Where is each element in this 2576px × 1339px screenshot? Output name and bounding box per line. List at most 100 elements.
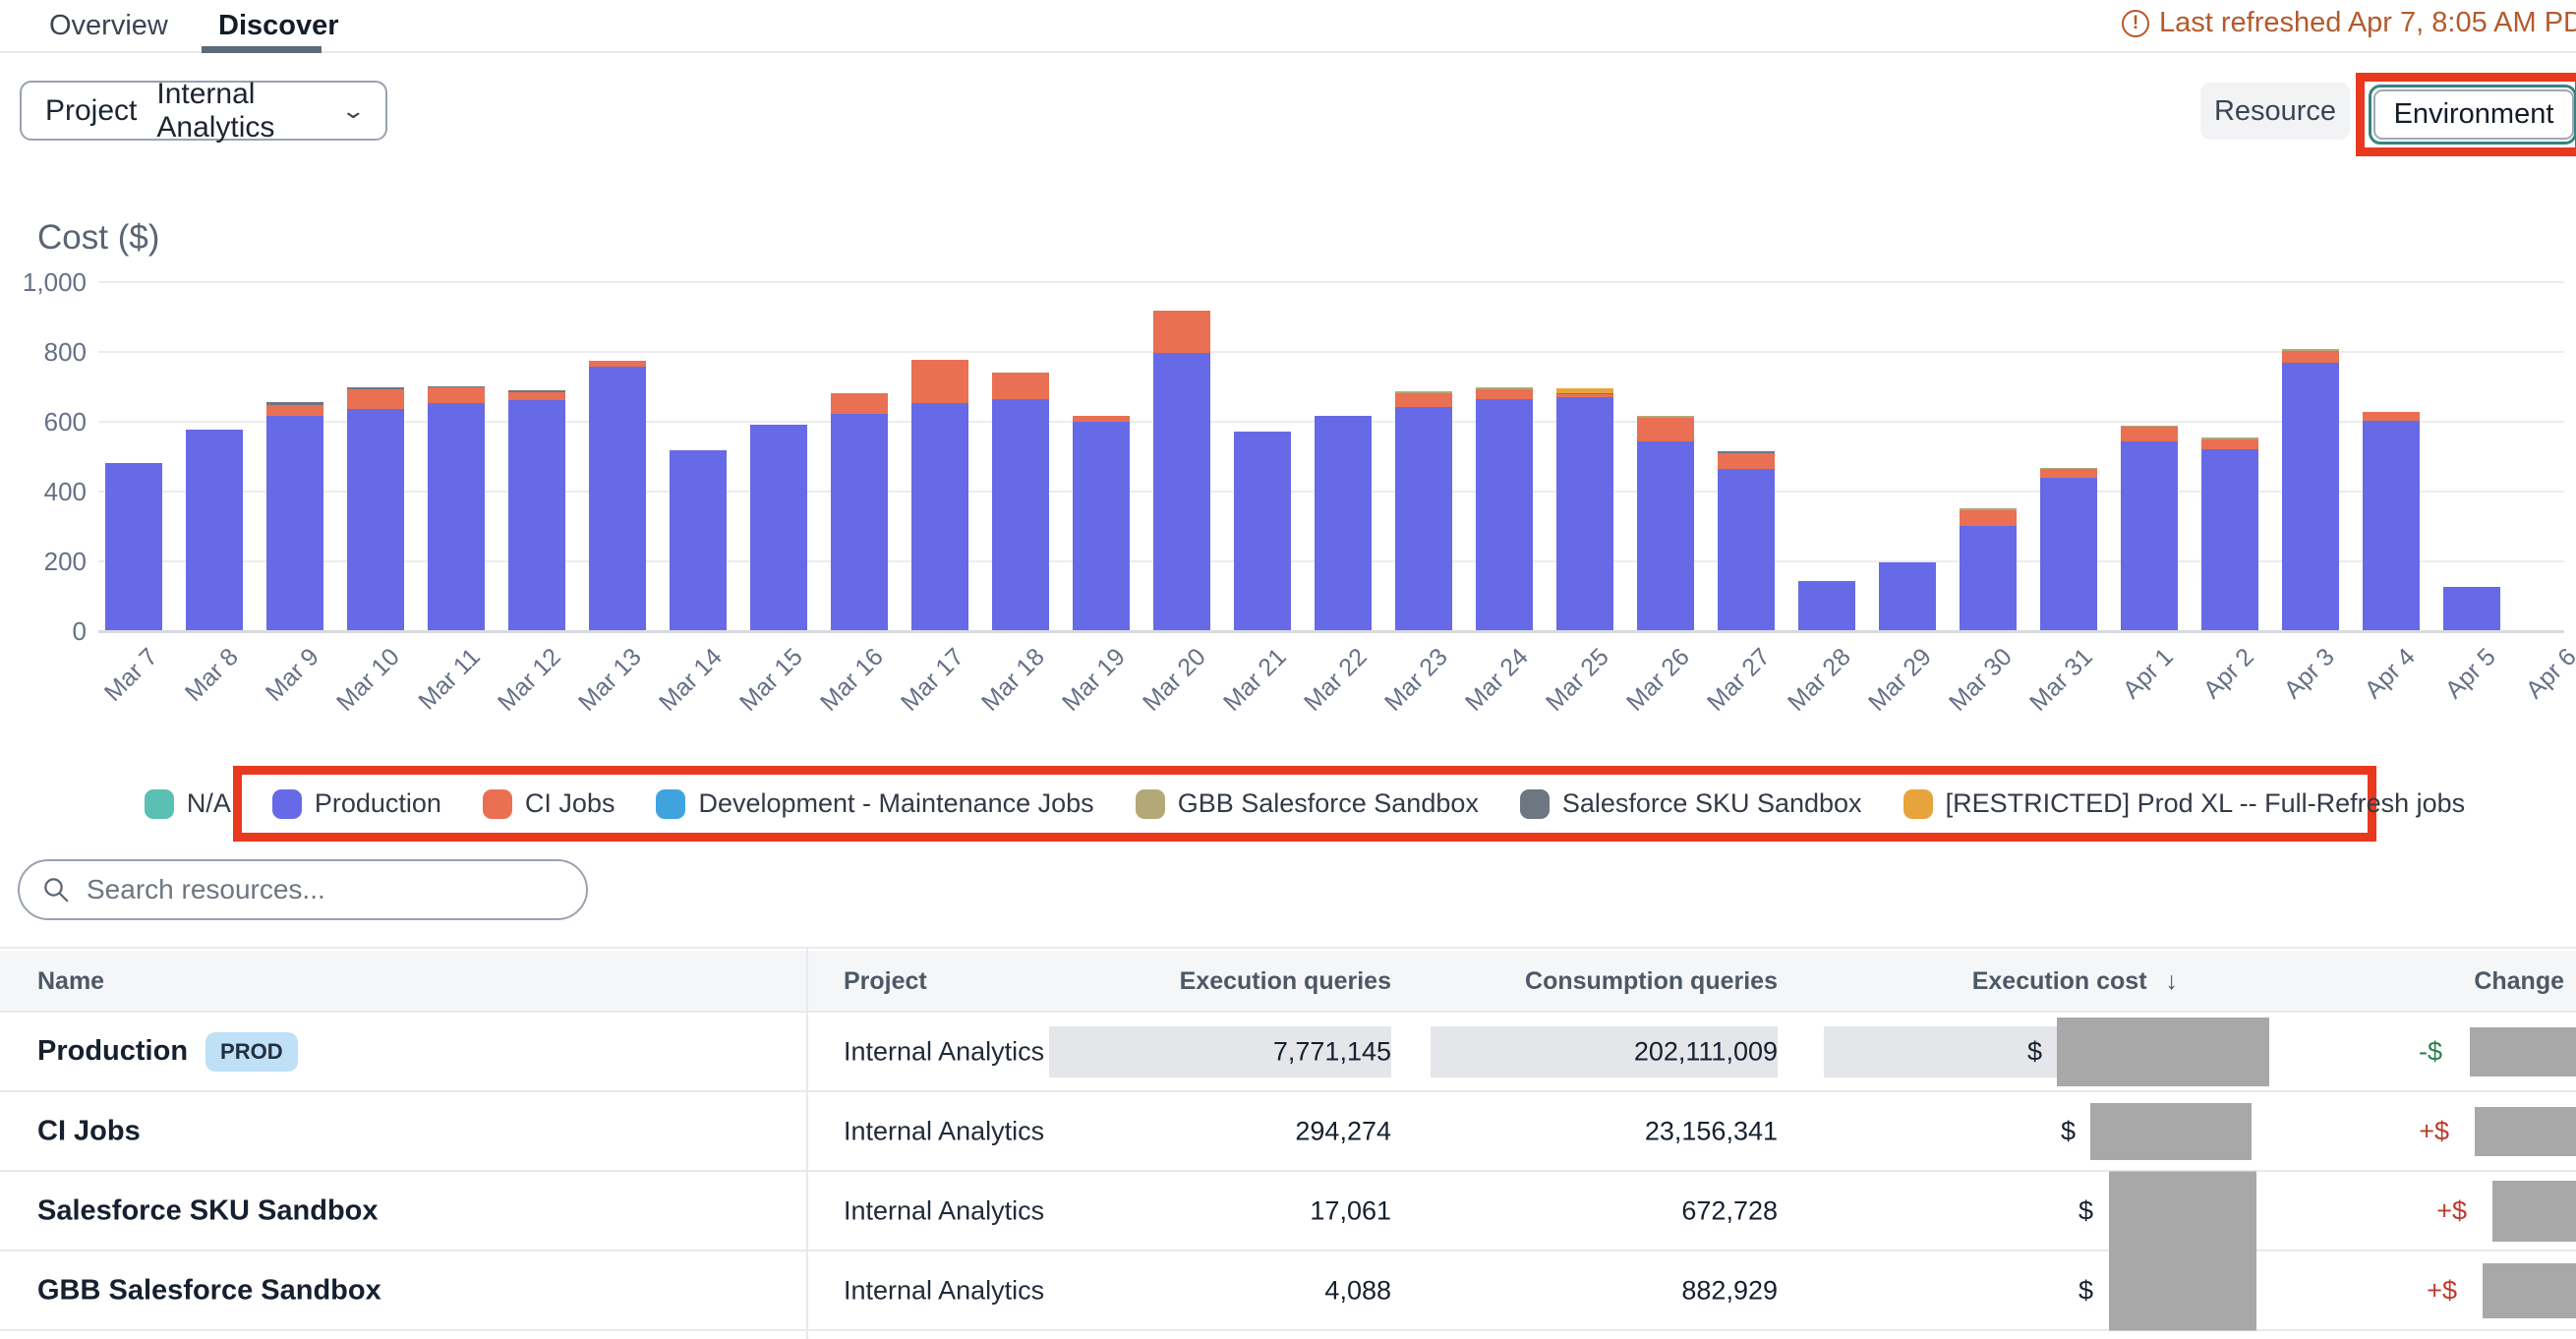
- col-header-change[interactable]: Change: [2474, 967, 2564, 996]
- resource-name[interactable]: Salesforce SKU Sandbox: [37, 1194, 379, 1227]
- col-header-project[interactable]: Project: [844, 967, 927, 996]
- bar-mar-29[interactable]: [1879, 562, 1936, 630]
- col-header-consumption-queries[interactable]: Consumption queries: [1525, 967, 1778, 996]
- x-axis-label-apr-6: Apr 6: [2486, 643, 2576, 739]
- y-axis-tick-label: 200: [0, 547, 87, 577]
- execution-cost-currency-prefix: $: [2078, 1195, 2093, 1226]
- bar-segment-gbb-salesforce-sandbox: [2121, 426, 2178, 428]
- bar-mar-18[interactable]: [992, 373, 1049, 630]
- bar-mar-30[interactable]: [1960, 508, 2017, 630]
- legend-item-ci-jobs[interactable]: CI Jobs: [483, 788, 615, 819]
- bar-mar-24[interactable]: [1476, 387, 1533, 630]
- bar-segment-production: [1960, 526, 2017, 631]
- environment-toggle-button[interactable]: Environment: [2373, 89, 2574, 140]
- x-axis-label-mar-14: Mar 14: [631, 643, 728, 739]
- table-row-salesforce-sku-sandbox[interactable]: Salesforce SKU SandboxInternal Analytics…: [0, 1172, 2576, 1252]
- execution-queries-value: 4,088: [1324, 1275, 1391, 1306]
- table-row-gbb-salesforce-sandbox[interactable]: GBB Salesforce SandboxInternal Analytics…: [0, 1252, 2576, 1331]
- col-header-execution-cost[interactable]: Execution cost ↓: [1972, 967, 2178, 996]
- bar-apr-3[interactable]: [2282, 349, 2339, 630]
- x-axis-label-mar-23: Mar 23: [1357, 643, 1453, 739]
- bar-mar-22[interactable]: [1315, 416, 1372, 630]
- x-axis-label-apr-3: Apr 3: [2244, 643, 2340, 739]
- table-row-production[interactable]: ProductionPRODInternal Analytics7,771,14…: [0, 1013, 2576, 1092]
- legend-item-production[interactable]: Production: [272, 788, 441, 819]
- bar-apr-5[interactable]: [2443, 587, 2500, 630]
- bar-mar-11[interactable]: [428, 386, 485, 631]
- search-input[interactable]: [87, 874, 564, 905]
- arrow-down-icon: ↓: [2166, 967, 2179, 995]
- bar-mar-17[interactable]: [911, 360, 968, 630]
- bar-mar-19[interactable]: [1073, 416, 1130, 630]
- change-prefix: -$: [2419, 1036, 2442, 1067]
- bar-mar-13[interactable]: [589, 361, 646, 630]
- resource-name[interactable]: CI Jobs: [37, 1115, 141, 1147]
- prod-badge: PROD: [205, 1032, 298, 1072]
- x-axis-label-mar-18: Mar 18: [954, 643, 1050, 739]
- bar-mar-21[interactable]: [1234, 432, 1291, 630]
- legend-item--restricted-prod-xl-full-refresh-jobs[interactable]: [RESTRICTED] Prod XL -- Full-Refresh job…: [1903, 788, 2466, 819]
- table-row-ci-jobs[interactable]: CI JobsInternal Analytics294,27423,156,3…: [0, 1092, 2576, 1172]
- bar-mar-27[interactable]: [1718, 451, 1775, 630]
- bar-mar-25[interactable]: [1556, 388, 1613, 630]
- legend-item-development-maintenance-jobs[interactable]: Development - Maintenance Jobs: [656, 788, 1093, 819]
- resource-toggle-button[interactable]: Resource: [2200, 83, 2350, 140]
- bar-mar-14[interactable]: [670, 450, 727, 630]
- bar-segment-ci-jobs: [589, 361, 646, 367]
- bar-mar-10[interactable]: [347, 387, 404, 630]
- execution-cost-redaction-block: [2109, 1251, 2256, 1330]
- bar-apr-2[interactable]: [2201, 437, 2258, 630]
- col-header-execution-queries[interactable]: Execution queries: [1180, 967, 1391, 996]
- legend-label: Salesforce SKU Sandbox: [1562, 788, 1862, 819]
- cost-bar-chart: 02004006008001,000: [0, 282, 2576, 631]
- bar-segment-production: [911, 403, 968, 630]
- bar-segment-production: [1153, 353, 1210, 630]
- x-axis-label-mar-17: Mar 17: [873, 643, 969, 739]
- tab-overview[interactable]: Overview: [49, 10, 168, 42]
- bar-mar-8[interactable]: [186, 430, 243, 630]
- bar-mar-26[interactable]: [1637, 416, 1694, 630]
- resource-name[interactable]: ProductionPROD: [37, 1032, 298, 1072]
- bar-mar-23[interactable]: [1395, 391, 1452, 630]
- legend-item-n-a[interactable]: N/A: [145, 788, 231, 819]
- bar-segment-gbb-salesforce-sandbox: [1476, 387, 1533, 389]
- bar-apr-1[interactable]: [2121, 426, 2178, 630]
- bar-mar-7[interactable]: [105, 463, 162, 630]
- bar-segment-ci-jobs: [428, 387, 485, 403]
- bar-segment-salesforce-sku-sandbox: [347, 387, 404, 389]
- search-box[interactable]: [18, 859, 588, 920]
- bar-mar-12[interactable]: [508, 390, 565, 630]
- x-axis-label-mar-8: Mar 8: [147, 643, 244, 739]
- bar-mar-20[interactable]: [1153, 311, 1210, 630]
- bar-segment-ci-jobs: [831, 393, 888, 414]
- col-header-name[interactable]: Name: [37, 967, 104, 996]
- resource-name[interactable]: GBB Salesforce Sandbox: [37, 1274, 381, 1307]
- bar-segment-production: [2121, 441, 2178, 630]
- last-refreshed-text: Last refreshed Apr 7, 8:05 AM PD: [2159, 7, 2576, 39]
- legend-swatch-icon: [1520, 789, 1550, 819]
- change-redaction-block: [2475, 1107, 2576, 1156]
- bar-mar-16[interactable]: [831, 393, 888, 630]
- bar-mar-9[interactable]: [266, 402, 323, 630]
- bar-mar-15[interactable]: [750, 425, 807, 630]
- x-axis-label-mar-22: Mar 22: [1276, 643, 1373, 739]
- bar-segment-ci-jobs: [1637, 418, 1694, 441]
- bar-segment-ci-jobs: [2121, 427, 2178, 441]
- bar-apr-4[interactable]: [2363, 412, 2420, 630]
- execution-cost-redaction-block: [2109, 1171, 2256, 1251]
- bar-segment-ci-jobs: [2040, 469, 2097, 478]
- consumption-queries-value: 202,111,009: [1634, 1036, 1778, 1067]
- tab-discover[interactable]: Discover: [218, 10, 339, 42]
- bar-segment-production: [589, 367, 646, 630]
- legend-item-salesforce-sku-sandbox[interactable]: Salesforce SKU Sandbox: [1520, 788, 1862, 819]
- bar-mar-31[interactable]: [2040, 468, 2097, 630]
- resource-name-text: CI Jobs: [37, 1115, 141, 1147]
- project-filter-value: Internal Analytics: [156, 78, 323, 145]
- bar-segment-salesforce-sku-sandbox: [1718, 451, 1775, 453]
- legend-item-gbb-salesforce-sandbox[interactable]: GBB Salesforce Sandbox: [1136, 788, 1479, 819]
- bar-mar-28[interactable]: [1798, 581, 1855, 630]
- execution-cost-highlight-band: [1824, 1026, 2058, 1077]
- bar-segment-production: [105, 463, 162, 630]
- project-filter-dropdown[interactable]: Project Internal Analytics ⌄: [20, 81, 387, 141]
- execution-cost-currency-prefix: $: [2027, 1036, 2042, 1067]
